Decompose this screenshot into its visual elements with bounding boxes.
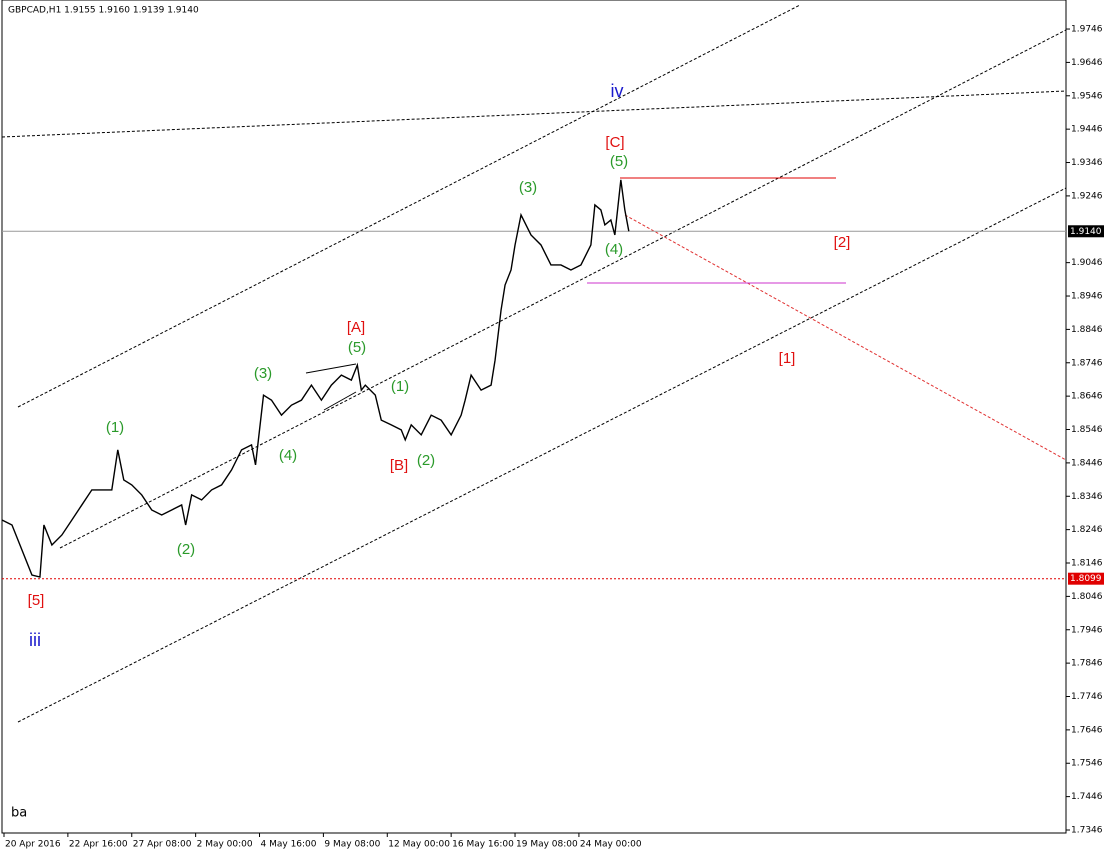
corner-text: ba: [11, 806, 27, 821]
triangle-line: [323, 391, 357, 411]
y-tick-label: 1.9046: [1071, 258, 1103, 268]
x-tick-label: 20 Apr 2016: [5, 840, 61, 850]
wave-label: [B]: [390, 457, 408, 474]
price-label: 1.9140: [1070, 227, 1102, 237]
wave-label: (3): [254, 365, 272, 382]
y-tick-label: 1.8246: [1071, 525, 1103, 535]
y-tick-label: 1.9646: [1071, 58, 1103, 68]
y-tick-label: 1.8746: [1071, 358, 1103, 368]
wave-label: [2]: [834, 234, 851, 251]
wave-label: iv: [611, 81, 624, 101]
projection-line: [624, 214, 1067, 461]
y-tick-label: 1.7946: [1071, 625, 1103, 635]
wave-label: (5): [610, 153, 628, 170]
price-label-box: [1068, 225, 1104, 238]
x-tick-label: 12 May 00:00: [388, 840, 450, 850]
wave-label: (4): [605, 241, 623, 258]
y-tick-label: 1.7546: [1071, 759, 1103, 769]
y-tick-label: 1.8446: [1071, 458, 1103, 468]
y-tick-label: 1.9546: [1071, 91, 1103, 101]
wave-label: [1]: [779, 350, 796, 367]
y-tick-label: 1.8046: [1071, 592, 1103, 602]
wave-label: (2): [177, 541, 195, 558]
y-tick-label: 1.9746: [1071, 25, 1103, 35]
x-tick-label: 2 May 00:00: [197, 840, 253, 850]
wave-label: (5): [348, 339, 366, 356]
y-tick-label: 1.8646: [1071, 392, 1103, 402]
channel-line: [17, 4, 801, 408]
y-tick-label: 1.8846: [1071, 325, 1103, 335]
price-label: 1.8099: [1070, 574, 1102, 584]
channel-line: [59, 29, 1067, 549]
y-tick-label: 1.7446: [1071, 792, 1103, 802]
wave-label: (1): [106, 419, 124, 436]
x-tick-label: 24 May 00:00: [580, 840, 642, 850]
price-line-series: [1, 179, 630, 578]
plot-frame: [1, 0, 1067, 834]
wave-label: [A]: [347, 319, 365, 336]
y-tick-label: 1.8946: [1071, 292, 1103, 302]
wave-label: (3): [519, 179, 537, 196]
wave-label: [5]: [28, 592, 45, 609]
y-tick-label: 1.9346: [1071, 158, 1103, 168]
y-tick-label: 1.7646: [1071, 725, 1103, 735]
x-tick-label: 9 May 08:00: [324, 840, 380, 850]
wave-label: iii: [29, 630, 41, 650]
channel-line: [1, 90, 1067, 138]
wave-label: (4): [279, 447, 297, 464]
y-tick-label: 1.8146: [1071, 559, 1103, 569]
chart-title: GBPCAD,H1 1.9155 1.9160 1.9139 1.9140: [8, 6, 199, 16]
x-tick-label: 16 May 16:00: [452, 840, 514, 850]
price-label-box: [1068, 572, 1104, 585]
y-tick-label: 1.8546: [1071, 425, 1103, 435]
y-tick-label: 1.7346: [1071, 825, 1103, 835]
x-tick-label: 19 May 08:00: [516, 840, 578, 850]
trend-lines: [1, 4, 1067, 723]
y-tick-label: 1.9246: [1071, 191, 1103, 201]
x-tick-label: 27 Apr 08:00: [133, 840, 192, 850]
y-tick-label: 1.9446: [1071, 125, 1103, 135]
x-tick-label: 4 May 16:00: [261, 840, 317, 850]
y-tick-label: 1.8346: [1071, 492, 1103, 502]
wave-label: (2): [417, 452, 435, 469]
wave-label: [C]: [605, 134, 624, 151]
triangle-line: [305, 363, 357, 374]
y-tick-label: 1.7746: [1071, 692, 1103, 702]
wave-label: (1): [391, 378, 409, 395]
x-tick-label: 22 Apr 16:00: [69, 840, 128, 850]
y-tick-label: 1.7846: [1071, 659, 1103, 669]
channel-line: [17, 187, 1067, 723]
